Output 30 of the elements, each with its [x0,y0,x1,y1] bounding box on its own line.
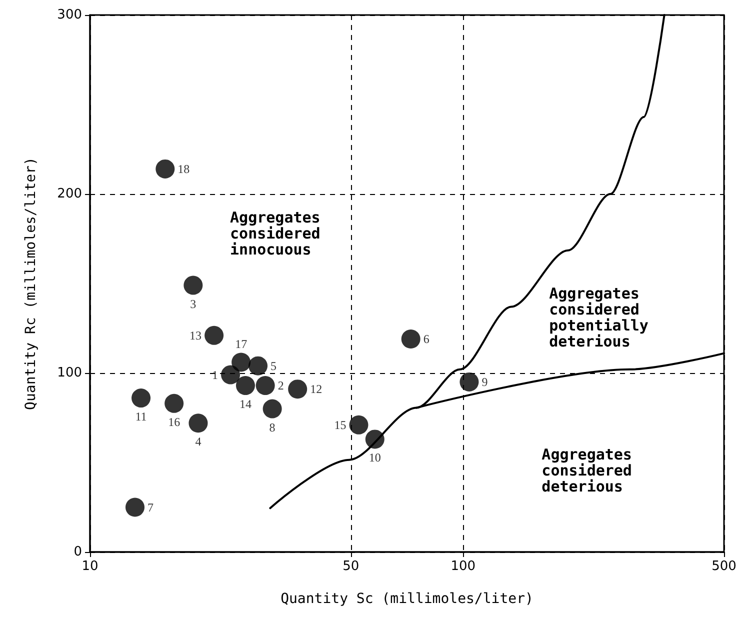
x-tick-label: 500 [712,559,736,574]
series-label: 8 [269,420,276,434]
series-label: 17 [235,336,248,351]
series-label: 11 [135,410,147,424]
series-label: 3 [190,296,196,311]
series-label: 12 [310,382,322,396]
x-tick-label: 50 [342,559,360,574]
series-label: 4 [195,434,202,449]
y-tick-label: 200 [57,186,82,202]
series-label: 7 [147,500,154,514]
series-label: 14 [239,397,252,412]
y-axis-title: Quantity Rc (millimoles/liter) [23,157,39,410]
series-label: 9 [482,374,488,389]
series-label: 15 [334,418,346,432]
series-label: 6 [423,332,430,346]
series-label: 16 [168,414,180,429]
x-tick-label: 100 [450,559,476,574]
y-tick-label: 100 [57,366,82,380]
series-label: 5 [270,358,277,373]
x-axis-title: Quantity Sc (millimoles/liter) [280,591,534,607]
series-label: 18 [178,162,190,176]
annotation: Aggregates considered deterious [542,445,632,496]
series-label: 2 [278,378,284,393]
y-tick-label: 300 [57,8,82,22]
annotation: Aggregates considered potentially deterious [549,284,648,351]
annotation: Aggregates considered innocuous [230,208,320,259]
y-tick-label: 0 [74,544,82,560]
series-label: 13 [190,328,202,342]
series-label: 10 [368,450,381,465]
x-tick-label: 10 [82,559,98,574]
